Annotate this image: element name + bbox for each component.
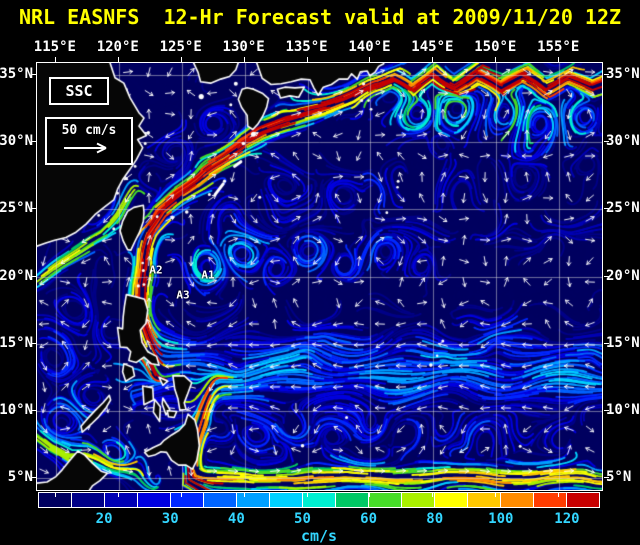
reference-vector-box: 50 cm/s xyxy=(45,117,133,165)
lat-tick-label: 25°N xyxy=(606,200,640,217)
lat-tick-label: 20°N xyxy=(606,267,640,284)
axis-tick xyxy=(432,57,433,62)
lon-tick-label: 115°E xyxy=(33,39,76,55)
lon-tick-label: 140°E xyxy=(348,39,391,55)
axis-tick xyxy=(31,343,36,344)
colorbar-cell xyxy=(468,493,501,507)
colorbar-cell xyxy=(138,493,171,507)
map-plot-area: SSC 50 cm/s A1 A2 A3 xyxy=(36,62,603,491)
axis-tick xyxy=(307,492,308,497)
axis-tick xyxy=(604,208,609,209)
colorbar-cell xyxy=(171,493,204,507)
axis-tick xyxy=(31,410,36,411)
axis-tick xyxy=(55,492,56,497)
station-label-a1: A1 xyxy=(201,268,215,282)
lon-tick-label: 135°E xyxy=(285,39,328,55)
lon-tick-label: 130°E xyxy=(222,39,265,55)
colorbar-cell xyxy=(237,493,270,507)
axis-tick xyxy=(432,492,433,497)
colorbar-tick-label: 120 xyxy=(554,511,580,527)
axis-tick xyxy=(31,477,36,478)
colorbar-tick-label: 50 xyxy=(294,511,311,527)
colorbar-cell xyxy=(435,493,468,507)
page-title: NRL EASNFS 12-Hr Forecast valid at 2009/… xyxy=(18,5,622,29)
lon-tick-label: 125°E xyxy=(159,39,202,55)
lat-tick-label: 15°N xyxy=(0,334,33,351)
colorbar-cell xyxy=(501,493,534,507)
axis-tick xyxy=(604,477,609,478)
axis-tick xyxy=(558,492,559,497)
colorbar-cell xyxy=(105,493,138,507)
variable-label: SSC xyxy=(65,82,93,100)
lat-tick-label: 5°N xyxy=(606,468,632,485)
reference-vector-label: 50 cm/s xyxy=(61,123,117,138)
reference-arrow-icon xyxy=(64,142,107,154)
axis-tick xyxy=(181,492,182,497)
axis-tick xyxy=(118,492,119,497)
lat-tick-label: 20°N xyxy=(0,267,33,284)
axis-tick xyxy=(31,276,36,277)
colorbar-cell xyxy=(204,493,237,507)
colorbar-cell xyxy=(72,493,105,507)
axis-tick xyxy=(604,276,609,277)
axis-tick xyxy=(307,57,308,62)
colorbar-tick-label: 20 xyxy=(95,511,113,527)
axis-tick xyxy=(369,57,370,62)
axis-tick xyxy=(604,343,609,344)
lat-tick-label: 35°N xyxy=(0,66,33,83)
station-label-a2: A2 xyxy=(149,263,163,277)
axis-tick xyxy=(495,57,496,62)
colorbar-unit-label: cm/s xyxy=(300,527,338,545)
axis-tick xyxy=(31,74,36,75)
lon-tick-label: 155°E xyxy=(537,39,580,55)
lat-tick-label: 10°N xyxy=(0,401,33,418)
station-label-a3: A3 xyxy=(176,288,190,302)
axis-tick xyxy=(604,141,609,142)
axis-tick xyxy=(604,74,609,75)
colorbar-cell xyxy=(402,493,435,507)
colorbar-cell xyxy=(369,493,402,507)
colorbar-cell xyxy=(39,493,72,507)
axis-tick xyxy=(244,492,245,497)
colorbar-tick-label: 100 xyxy=(488,511,514,527)
axis-tick xyxy=(118,57,119,62)
axis-tick xyxy=(244,57,245,62)
lon-tick-label: 145°E xyxy=(411,39,454,55)
colorbar xyxy=(38,492,600,508)
colorbar-cell xyxy=(270,493,303,507)
lon-tick-label: 120°E xyxy=(96,39,139,55)
lat-tick-label: 25°N xyxy=(0,200,33,217)
colorbar-cell xyxy=(567,493,599,507)
lon-tick-label: 150°E xyxy=(474,39,517,55)
axis-tick xyxy=(604,410,609,411)
lat-tick-label: 10°N xyxy=(606,401,640,418)
lat-tick-label: 35°N xyxy=(606,66,640,83)
colorbar-tick-label: 60 xyxy=(360,511,378,527)
axis-tick xyxy=(369,492,370,497)
colorbar-tick-label: 40 xyxy=(227,511,245,527)
axis-tick xyxy=(55,57,56,62)
lat-tick-label: 5°N xyxy=(7,468,33,485)
colorbar-cell xyxy=(303,493,336,507)
axis-tick xyxy=(31,208,36,209)
variable-label-box: SSC xyxy=(49,77,109,105)
axis-tick xyxy=(181,57,182,62)
axis-tick xyxy=(495,492,496,497)
colorbar-tick-label: 30 xyxy=(161,511,179,527)
axis-tick xyxy=(558,57,559,62)
lat-tick-label: 15°N xyxy=(606,334,640,351)
colorbar-cell xyxy=(336,493,369,507)
lat-tick-label: 30°N xyxy=(0,133,33,150)
colorbar-cell xyxy=(534,493,567,507)
lat-tick-label: 30°N xyxy=(606,133,640,150)
axis-tick xyxy=(31,141,36,142)
colorbar-tick-labels: 20 30 40 50 60 80 100 120 xyxy=(38,511,600,527)
colorbar-tick-label: 80 xyxy=(426,511,444,527)
